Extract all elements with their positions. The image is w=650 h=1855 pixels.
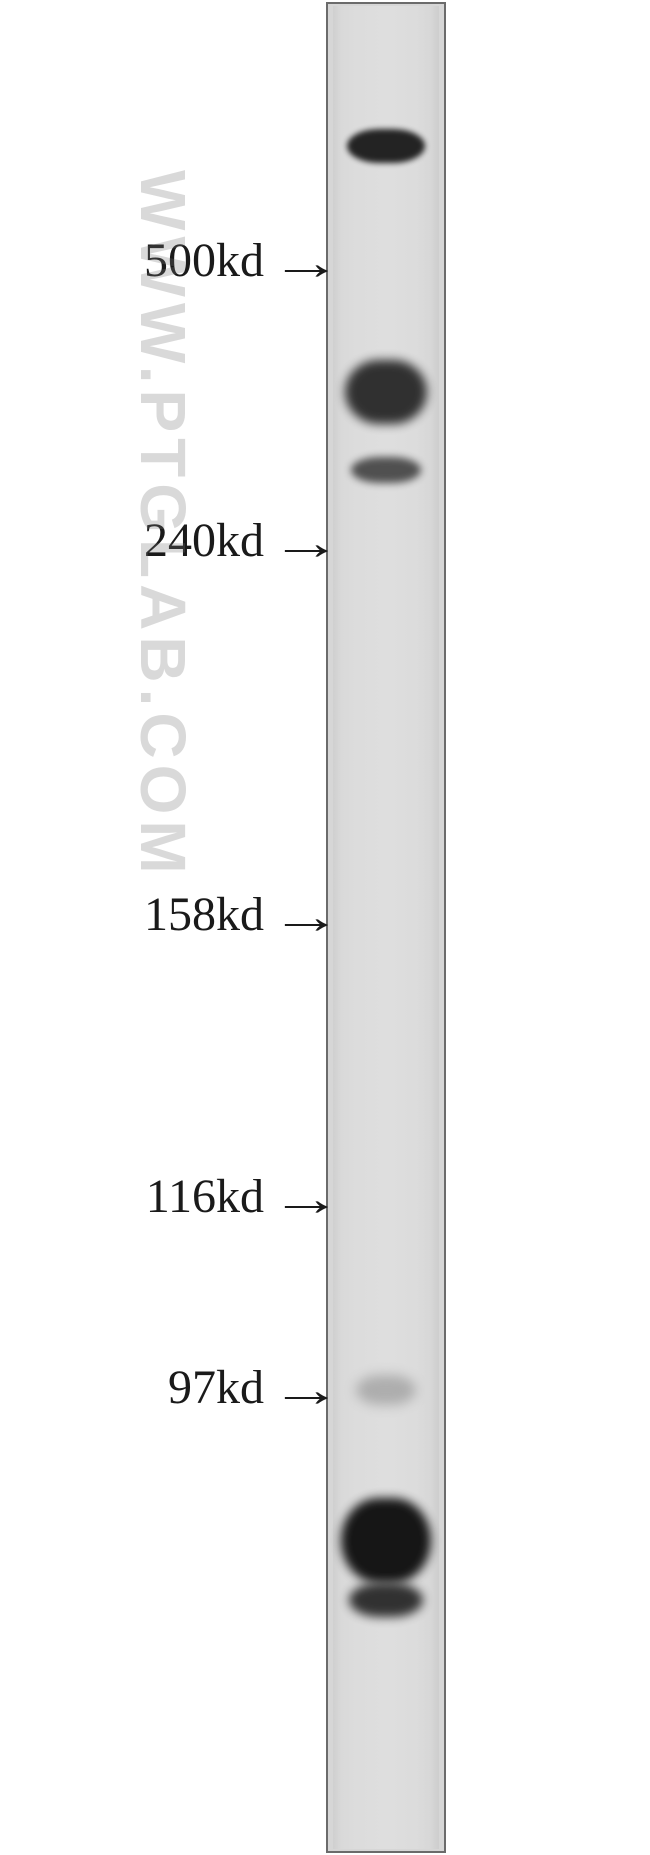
- arrow-icon: →: [270, 1363, 342, 1418]
- marker-158kd: 158kd→: [144, 887, 318, 946]
- arrow-icon: →: [270, 890, 342, 945]
- band-300-sub: [351, 457, 421, 483]
- blot-lane: [333, 6, 439, 1849]
- arrow-icon: →: [270, 1172, 342, 1227]
- marker-text: 116kd: [146, 1170, 264, 1223]
- band-97-faint: [356, 1375, 416, 1405]
- marker-text: 158kd: [144, 888, 264, 941]
- arrow-icon: →: [270, 516, 342, 571]
- band-300-main: [345, 360, 427, 424]
- marker-97kd: 97kd→: [168, 1360, 318, 1419]
- band-top: [347, 129, 425, 163]
- band-low-main: [341, 1498, 431, 1583]
- marker-116kd: 116kd→: [146, 1169, 318, 1228]
- marker-text: 97kd: [168, 1361, 264, 1414]
- arrow-icon: →: [270, 236, 342, 291]
- watermark: WWW.PTGLAB.COM: [126, 170, 200, 880]
- band-low-aux: [349, 1583, 423, 1617]
